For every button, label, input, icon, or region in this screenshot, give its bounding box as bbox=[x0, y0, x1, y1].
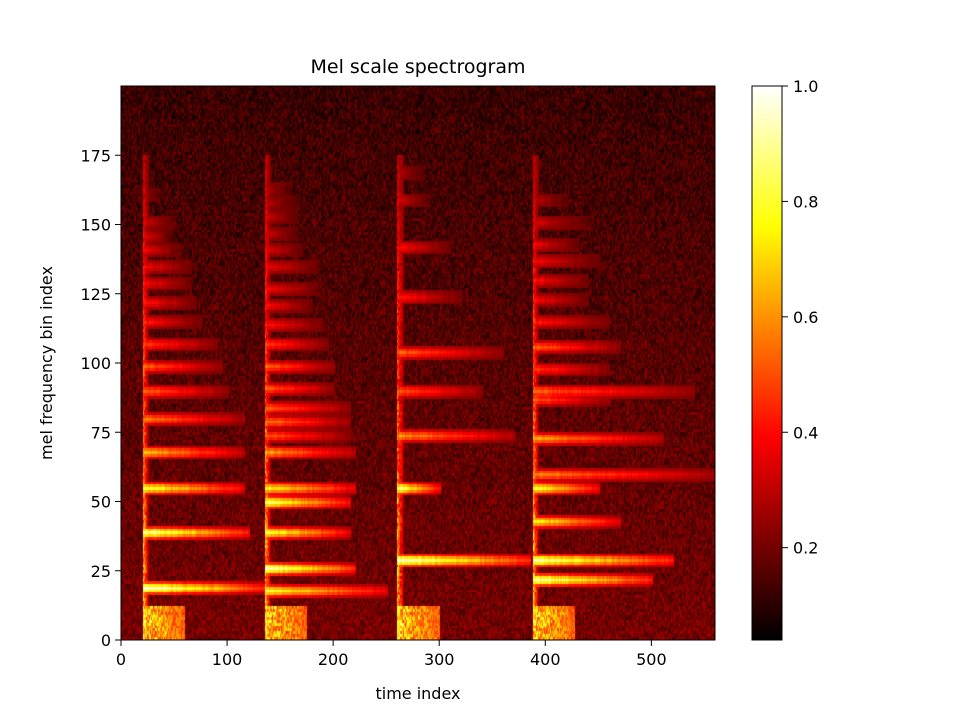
colorbar-tick-label: 0.6 bbox=[793, 308, 818, 327]
colorbar-tick-label: 1.0 bbox=[793, 77, 818, 96]
x-tick-label: 200 bbox=[318, 650, 349, 669]
y-tick-label: 175 bbox=[80, 146, 111, 165]
x-tick-label: 0 bbox=[116, 650, 126, 669]
chart-title: Mel scale spectrogram bbox=[311, 56, 526, 78]
colorbar-frame bbox=[751, 85, 783, 641]
y-tick-label: 150 bbox=[80, 216, 111, 235]
y-tick-label: 100 bbox=[80, 354, 111, 373]
y-tick-label: 125 bbox=[80, 285, 111, 304]
x-tick-label: 400 bbox=[530, 650, 561, 669]
colorbar-tick-label: 0.4 bbox=[793, 423, 818, 442]
y-tick-label: 75 bbox=[91, 423, 111, 442]
plot-frame bbox=[120, 85, 716, 641]
y-tick-label: 0 bbox=[101, 631, 111, 650]
colorbar-tick-label: 0.2 bbox=[793, 539, 818, 558]
x-axis-ticks: 0 100 200 300 400 500 bbox=[116, 640, 667, 669]
x-tick-label: 100 bbox=[212, 650, 243, 669]
y-axis-ticks: 0 25 50 75 100 125 150 175 bbox=[80, 146, 121, 650]
colorbar-tick-label: 0.8 bbox=[793, 192, 818, 211]
x-tick-label: 300 bbox=[424, 650, 455, 669]
spectrogram-heatmap bbox=[121, 86, 715, 640]
colorbar-ticks: 0.2 0.4 0.6 0.8 1.0 bbox=[782, 77, 818, 558]
y-tick-label: 50 bbox=[91, 493, 111, 512]
x-tick-label: 500 bbox=[636, 650, 667, 669]
colorbar-gradient bbox=[752, 86, 782, 640]
y-axis-label: mel frequency bin index bbox=[37, 266, 56, 460]
y-tick-label: 25 bbox=[91, 562, 111, 581]
x-axis-label: time index bbox=[375, 684, 460, 703]
